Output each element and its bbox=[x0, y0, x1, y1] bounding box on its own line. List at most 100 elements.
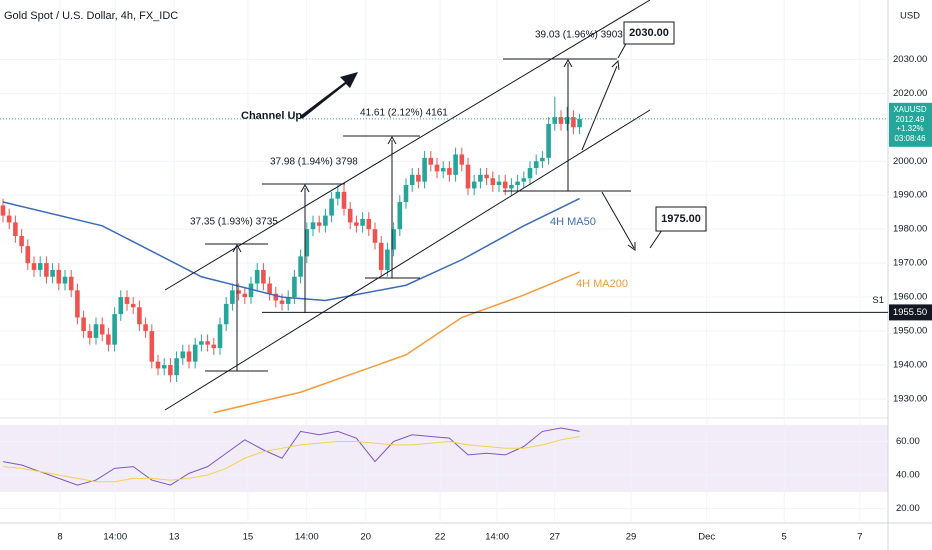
arrow-head bbox=[300, 183, 310, 193]
target-label: 1975.00 bbox=[661, 213, 701, 225]
candle-body bbox=[81, 317, 86, 332]
x-tick-label: 14:00 bbox=[485, 532, 509, 543]
price-tag bbox=[889, 102, 932, 147]
candle-body bbox=[112, 314, 117, 345]
candle-body bbox=[285, 297, 291, 304]
symbol: XAUUSD bbox=[893, 105, 927, 114]
candle-body bbox=[25, 246, 31, 264]
moving-average bbox=[213, 271, 580, 414]
candle-body bbox=[552, 117, 558, 124]
change: +1.32% bbox=[896, 124, 923, 133]
candle-body bbox=[230, 290, 235, 304]
countdown: 03:08:46 bbox=[894, 134, 926, 143]
rsi-tick-label: 60.00 bbox=[896, 436, 920, 447]
candle-body bbox=[242, 293, 248, 298]
x-tick-label: 7 bbox=[857, 532, 862, 543]
candle-body bbox=[137, 307, 142, 325]
support-price: 1955.50 bbox=[893, 307, 927, 318]
channel-upper bbox=[164, 0, 651, 291]
x-tick-label: 14:00 bbox=[295, 532, 319, 543]
moving-average bbox=[2, 197, 580, 302]
arrow-head bbox=[611, 59, 620, 71]
candle-body bbox=[304, 229, 310, 257]
candle-body bbox=[397, 202, 403, 230]
x-tick-label: 22 bbox=[435, 532, 446, 543]
candle-body bbox=[521, 178, 527, 182]
candle-body bbox=[37, 263, 43, 270]
x-tick-label: 13 bbox=[169, 532, 180, 543]
candle-body bbox=[372, 229, 378, 243]
candle-body bbox=[292, 276, 297, 298]
candle-body bbox=[354, 222, 359, 226]
candle-body bbox=[546, 123, 551, 158]
rsi-tick-label: 20.00 bbox=[896, 503, 920, 514]
candle-body bbox=[248, 283, 254, 298]
candle-body bbox=[205, 341, 210, 345]
x-tick-label: 20 bbox=[360, 532, 371, 543]
candle-body bbox=[56, 269, 62, 284]
candle-body bbox=[143, 324, 148, 332]
y-tick-label: 1980.00 bbox=[893, 224, 927, 235]
candle-body bbox=[62, 276, 68, 284]
candle-body bbox=[254, 269, 260, 284]
support-name: S1 bbox=[872, 295, 884, 306]
candle-body bbox=[168, 365, 173, 376]
arrow-head bbox=[387, 135, 397, 145]
rsi-band bbox=[0, 425, 888, 492]
channel-lower bbox=[164, 109, 651, 411]
channel-label: Channel Up bbox=[241, 110, 302, 122]
ma-label: 4H MA50 bbox=[550, 216, 596, 228]
x-tick-label: 8 bbox=[57, 532, 62, 543]
ma-label: 4H MA200 bbox=[576, 278, 628, 290]
candle-body bbox=[93, 324, 99, 338]
last-price: 2012.49 bbox=[896, 115, 925, 124]
candle-body bbox=[428, 157, 434, 165]
candle-body bbox=[403, 185, 409, 203]
currency: USD bbox=[900, 11, 920, 22]
candle-body bbox=[180, 351, 186, 359]
grid bbox=[0, 0, 888, 523]
trend-arrow bbox=[300, 72, 358, 119]
candle-body bbox=[341, 191, 347, 209]
y-tick-label: 1970.00 bbox=[893, 258, 927, 269]
candle-body bbox=[496, 181, 502, 186]
rsi-line bbox=[2, 427, 580, 486]
arrow-head bbox=[232, 243, 242, 253]
y-tick-label: 2030.00 bbox=[893, 54, 927, 65]
candle-body bbox=[409, 174, 415, 186]
candle-body bbox=[192, 344, 198, 362]
candle-body bbox=[99, 324, 105, 335]
candle-body bbox=[440, 168, 446, 172]
candle-body bbox=[87, 331, 93, 338]
x-tick-label: 5 bbox=[782, 532, 787, 543]
projection-arrow bbox=[601, 191, 635, 249]
rsi-line bbox=[2, 435, 580, 483]
y-tick-label: 1940.00 bbox=[893, 360, 927, 371]
candle-body bbox=[186, 351, 192, 362]
measure-label: 37.35 (1.93%) 3735 bbox=[190, 217, 278, 228]
y-tick-label: 2020.00 bbox=[893, 88, 927, 99]
candle-body bbox=[130, 303, 136, 308]
candle-body bbox=[378, 242, 384, 270]
candle-body bbox=[44, 263, 49, 277]
candle-body bbox=[316, 222, 322, 226]
candle-body bbox=[6, 215, 12, 223]
candle-body bbox=[558, 117, 564, 124]
candle-body bbox=[347, 208, 353, 223]
callout-box bbox=[655, 206, 707, 232]
candle-body bbox=[527, 168, 533, 179]
arrow-head bbox=[563, 58, 573, 68]
candle-body bbox=[217, 324, 223, 349]
candle-body bbox=[360, 218, 365, 226]
candle-body bbox=[0, 205, 6, 216]
candle-body bbox=[273, 293, 279, 301]
candle-body bbox=[422, 157, 427, 182]
candle-body bbox=[199, 341, 204, 345]
candle-body bbox=[68, 276, 74, 291]
candle-body bbox=[298, 256, 303, 277]
candle-body bbox=[540, 157, 545, 162]
candle-body bbox=[416, 174, 421, 182]
candle-body bbox=[453, 154, 458, 175]
candle-body bbox=[459, 154, 465, 165]
